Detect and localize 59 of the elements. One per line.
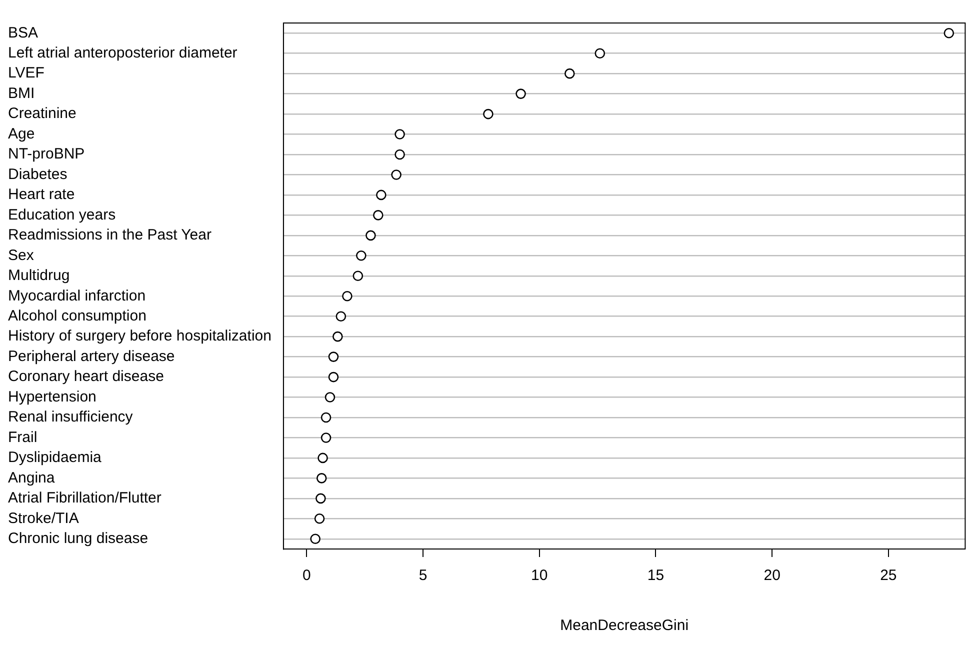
point (594, 48, 606, 58)
y-tick-label: Myocardial infarction (8, 287, 146, 304)
y-tick-label: Stroke/TIA (8, 510, 79, 527)
y-tick-label: Readmissions in the Past Year (8, 226, 212, 244)
y-tick-label: Hypertension (8, 388, 96, 406)
point (373, 210, 384, 220)
point (394, 129, 405, 140)
y-tick-label: Alcohol consumption (8, 307, 146, 324)
point (318, 452, 328, 464)
y-tick-label: Multidrug (8, 267, 70, 284)
point (328, 372, 339, 382)
point (310, 534, 320, 544)
y-tick-label: LVEF (8, 64, 44, 82)
x-tick-label: 15 (647, 567, 664, 584)
point (316, 493, 326, 504)
y-tick-label: Education years (8, 206, 116, 224)
point (564, 68, 575, 79)
point (316, 473, 327, 484)
y-tick-label: Frail (8, 428, 38, 446)
y-tick-label: Heart rate (8, 186, 75, 204)
y-tick-label: Age (8, 125, 35, 142)
y-tick-label: Renal insufficiency (8, 408, 134, 426)
y-tick-label: Dyslipidaemia (8, 449, 102, 466)
point (394, 149, 405, 160)
y-tick-label: NT-proBNP (8, 146, 85, 163)
point (516, 88, 526, 99)
x-tick-label: 10 (531, 567, 548, 584)
x-tick-label: 0 (302, 567, 311, 584)
x-tick-label: 20 (764, 567, 780, 584)
y-tick-label: Angina (8, 469, 56, 486)
point (320, 412, 332, 423)
point (332, 331, 343, 342)
x-tick-label: 5 (418, 567, 428, 584)
point (352, 270, 364, 282)
y-tick-label: Atrial Fibrillation/Flutter (8, 490, 162, 507)
y-tick-label: Peripheral artery disease (8, 348, 175, 365)
y-tick-label: Creatinine (8, 105, 76, 122)
y-tick-label: History of surgery before hospitalization (8, 328, 272, 345)
y-tick-label: BMI (8, 84, 35, 102)
x-tick-label: 25 (880, 567, 897, 584)
y-tick-label: Chronic lung disease (8, 530, 148, 548)
point (366, 230, 376, 241)
y-tick-label: BSA (8, 24, 38, 42)
point (324, 392, 336, 402)
point (356, 250, 366, 261)
point (320, 432, 332, 443)
y-tick-label: Coronary heart disease (8, 368, 164, 386)
point (483, 108, 494, 120)
y-tick-label: Left atrial anteroposterior diameter (8, 44, 238, 62)
point (342, 290, 352, 302)
point (314, 514, 325, 524)
x-axis-title: MeanDecreaseGini (560, 617, 689, 634)
point (944, 28, 954, 38)
y-tick-label: Diabetes (8, 166, 68, 183)
point (391, 170, 402, 180)
point (376, 190, 386, 200)
point (336, 311, 346, 322)
point (328, 352, 339, 362)
y-tick-label: Sex (8, 246, 34, 264)
